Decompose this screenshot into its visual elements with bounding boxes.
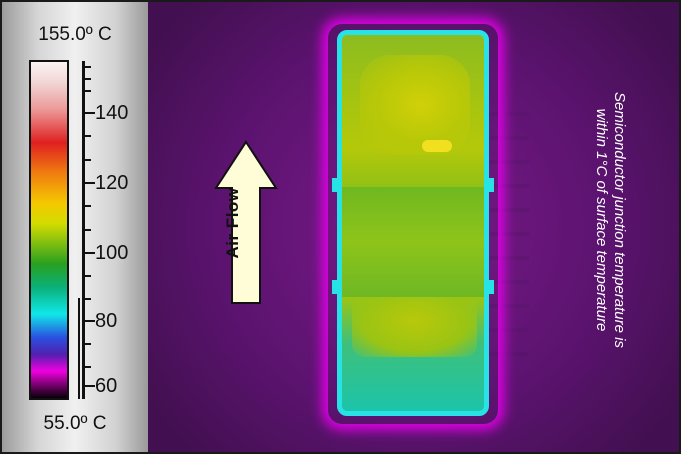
scale-tick-minor xyxy=(85,343,91,345)
scale-tick-major xyxy=(85,112,95,114)
scale-axis-secondary-line xyxy=(78,298,80,399)
scale-tick-minor xyxy=(85,205,91,207)
scale-tick-minor xyxy=(85,275,91,277)
scale-tick-major xyxy=(85,320,95,322)
scale-tick-minor xyxy=(85,78,91,80)
scale-tick-major xyxy=(85,252,95,254)
thermal-image: Air Flow Semiconductor junction temperat… xyxy=(148,2,679,452)
scale-tick-minor xyxy=(85,229,91,231)
scale-tick-major xyxy=(85,385,95,387)
scale-tick-label: 100 xyxy=(95,242,129,264)
scale-tick-major xyxy=(85,182,95,184)
air-flow-arrow-icon xyxy=(214,140,278,304)
package-notch xyxy=(484,178,494,192)
junction-temperature-note: Semiconductor junction temperature is wi… xyxy=(592,92,628,348)
scale-tick-minor xyxy=(85,366,91,368)
temperature-scale-panel: 155.0º C 140 120 100 80 60 55.0º C xyxy=(2,2,148,452)
scale-tick-label: 120 xyxy=(95,172,129,194)
air-flow-label: Air Flow xyxy=(223,187,242,259)
component-package xyxy=(337,30,489,416)
middle-band xyxy=(342,187,484,297)
package-notch xyxy=(332,280,342,294)
lower-warm-region xyxy=(352,297,477,357)
package-notch xyxy=(332,178,342,192)
note-line-2: within 1°C of surface temperature xyxy=(593,108,610,332)
color-scale-bar xyxy=(29,60,69,400)
scale-tick-minor xyxy=(85,298,91,300)
scale-max-label: 155.0º C xyxy=(38,24,112,45)
scale-min-label: 55.0º C xyxy=(43,413,107,434)
scale-tick-minor xyxy=(85,135,91,137)
scale-tick-label: 80 xyxy=(95,310,118,332)
package-notch xyxy=(484,280,494,294)
upper-hot-region xyxy=(360,55,470,155)
scale-tick-minor xyxy=(85,66,91,68)
scale-tick-label: 60 xyxy=(95,375,118,397)
scale-tick-minor xyxy=(85,159,91,161)
scale-tick-minor xyxy=(85,90,91,92)
note-line-1: Semiconductor junction temperature is xyxy=(611,92,628,348)
scale-axis-line xyxy=(82,61,85,399)
hotspot xyxy=(422,140,452,152)
scale-tick-label: 140 xyxy=(95,102,129,124)
